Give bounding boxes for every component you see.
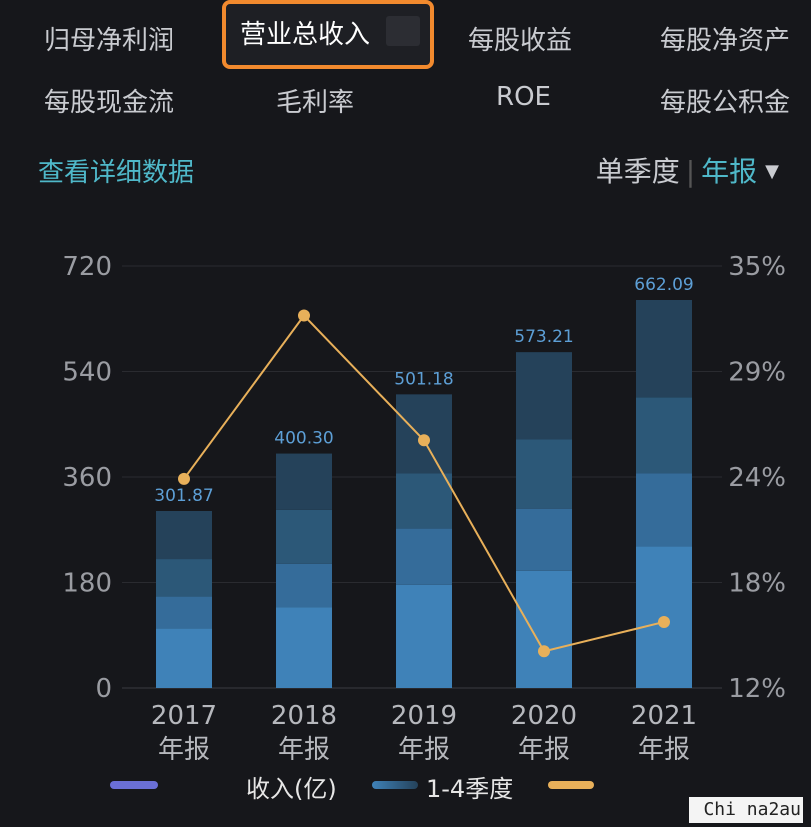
legend-quarters: 1-4季度 (426, 775, 514, 803)
y-left-tick-label: 180 (62, 569, 112, 599)
bar-segment-q1 (156, 628, 212, 688)
ratio-line (178, 309, 670, 658)
bar-total-label: 501.18 (394, 369, 453, 389)
y-left-tick-label: 720 (62, 252, 112, 282)
tab-gross-margin[interactable]: 毛利率 (276, 88, 355, 118)
revenue-chart: 301.87 400.30 501.18 573.21 662.09 720 540 360… (62, 252, 786, 760)
ratio-point (418, 434, 430, 447)
x-tick-label: 年报 (518, 735, 570, 760)
bar-segment-q3 (156, 559, 212, 597)
tab-roe[interactable]: ROE (496, 82, 551, 112)
bar-segment-q2 (276, 563, 332, 608)
ratio-point (538, 645, 550, 658)
bar-segment-q2 (156, 596, 212, 629)
bar-segment-q3 (396, 473, 452, 529)
bar-segment-q1 (396, 584, 452, 688)
dropdown-caret-icon[interactable]: ▼ (765, 161, 779, 182)
bar-total-label: 400.30 (274, 428, 333, 448)
watermark: Chi na2au (689, 797, 803, 823)
ratio-point (178, 472, 190, 485)
bar-segment-q4 (276, 453, 332, 510)
x-tick-label: 2017 (151, 701, 217, 731)
y-left-tick-label: 0 (95, 674, 112, 704)
y-right-tick-label: 24% (728, 463, 786, 493)
bar-total-label: 573.21 (514, 327, 573, 347)
tab-reserve-per-share[interactable]: 每股公积金 (660, 88, 791, 118)
tab-bvps[interactable]: 每股净资产 (660, 26, 791, 56)
x-tick-label: 2021 (631, 701, 697, 731)
x-tick-label: 2019 (391, 701, 457, 731)
y-right-tick-label: 18% (728, 569, 786, 599)
legend-swatch-purple (110, 781, 158, 789)
x-tick-label: 2020 (511, 701, 577, 731)
bar-segment-q4 (156, 510, 212, 560)
ratio-point (298, 309, 310, 322)
bar-segment-q3 (516, 439, 572, 509)
bar-segment-q2 (396, 528, 452, 585)
tab-eps[interactable]: 每股收益 (468, 26, 573, 56)
bars (156, 299, 692, 688)
bar-segment-q2 (636, 473, 692, 547)
period-divider: | (685, 155, 696, 188)
legend-revenue: 收入(亿) (246, 775, 337, 803)
annual-option[interactable]: 年报 (701, 155, 758, 188)
bar-segment-q2 (516, 508, 572, 571)
period-selector: 单季度 | 年报 ▼ (596, 150, 779, 190)
legend: 收入(亿) 1-4季度 (0, 765, 811, 805)
bar-segment-q4 (636, 299, 692, 398)
bar-segment-q1 (516, 570, 572, 688)
x-tick-label: 年报 (638, 735, 690, 760)
y-right-tick-label: 35% (728, 252, 786, 282)
bar-total-label: 301.87 (154, 486, 213, 506)
bar-segment-q3 (636, 397, 692, 474)
ratio-point (658, 615, 670, 628)
x-tick-label: 年报 (278, 735, 330, 760)
y-right-tick-label: 12% (728, 674, 786, 704)
legend-swatch-line (548, 781, 594, 789)
value-labels: 301.87 400.30 501.18 573.21 662.09 (154, 275, 693, 506)
bar-segment-q4 (516, 352, 572, 440)
legend-swatch-quarters (372, 781, 418, 789)
single-quarter-option[interactable]: 单季度 (595, 155, 680, 188)
tab-total-revenue[interactable]: 营业总收入 (222, 0, 435, 69)
y-left-tick-label: 540 (62, 358, 112, 388)
metric-tabs: 归母净利润 营业总收入 每股收益 每股净资产 每股现金流 毛利率 ROE 每股公… (0, 0, 811, 140)
bar-total-label: 662.09 (634, 275, 693, 295)
axis-labels: 720 540 360 180 0 35% 29% 24% 18% 12% 2017 年报 2018 年报… (62, 252, 786, 760)
tab-net-profit[interactable]: 归母净利润 (44, 26, 175, 56)
view-details-link[interactable]: 查看详细数据 (38, 158, 195, 188)
tab-cash-flow-per-share[interactable]: 每股现金流 (44, 88, 175, 118)
bar-segment-q4 (396, 394, 452, 474)
y-left-tick-label: 360 (62, 463, 112, 493)
x-tick-label: 年报 (158, 735, 210, 760)
bar-segment-q1 (276, 607, 332, 688)
x-tick-label: 年报 (398, 735, 450, 760)
bar-segment-q3 (276, 509, 332, 564)
x-tick-label: 2018 (271, 701, 337, 731)
y-right-tick-label: 29% (728, 358, 786, 388)
